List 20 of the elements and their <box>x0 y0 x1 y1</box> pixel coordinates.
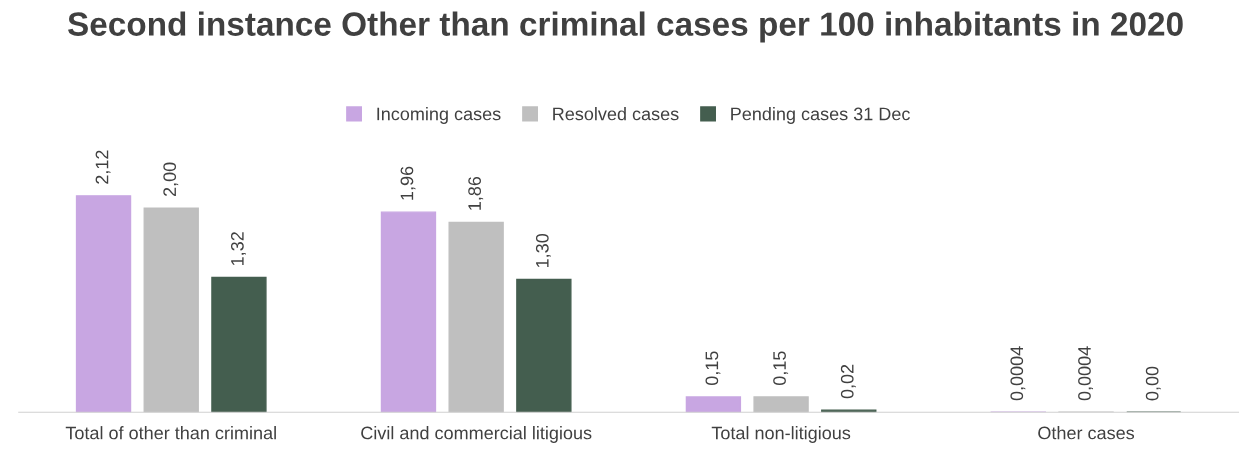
data-label: 0,15 <box>773 351 789 386</box>
x-tick-label: Total of other than criminal <box>65 426 276 440</box>
data-label: 1,32 <box>230 232 246 265</box>
data-label: 0,02 <box>840 364 856 399</box>
data-label: 0,15 <box>705 351 721 386</box>
x-tick-label: Total non-litigious <box>711 426 851 443</box>
data-label: 1,30 <box>535 233 551 268</box>
data-label: 1,86 <box>468 176 484 210</box>
data-label: 1,96 <box>400 166 416 200</box>
data-label: 2,00 <box>163 162 179 197</box>
data-label: 0,00 <box>1145 366 1161 401</box>
legend-label: Resolved cases <box>553 107 679 121</box>
data-label: 2,12 <box>95 150 111 184</box>
x-tick-label: Other cases <box>1038 426 1135 440</box>
legend-label: Pending cases 31 Dec <box>731 107 910 124</box>
data-label: 0,0004 <box>1078 346 1093 401</box>
x-tick-label: Civil and commercial litigious <box>361 426 592 443</box>
legend-label: Incoming cases <box>377 107 501 124</box>
chart-title: Second instance Other than criminal cases per 100 inhabitants in 2020 <box>67 11 1183 43</box>
data-label: 0,0004 <box>1010 346 1026 401</box>
